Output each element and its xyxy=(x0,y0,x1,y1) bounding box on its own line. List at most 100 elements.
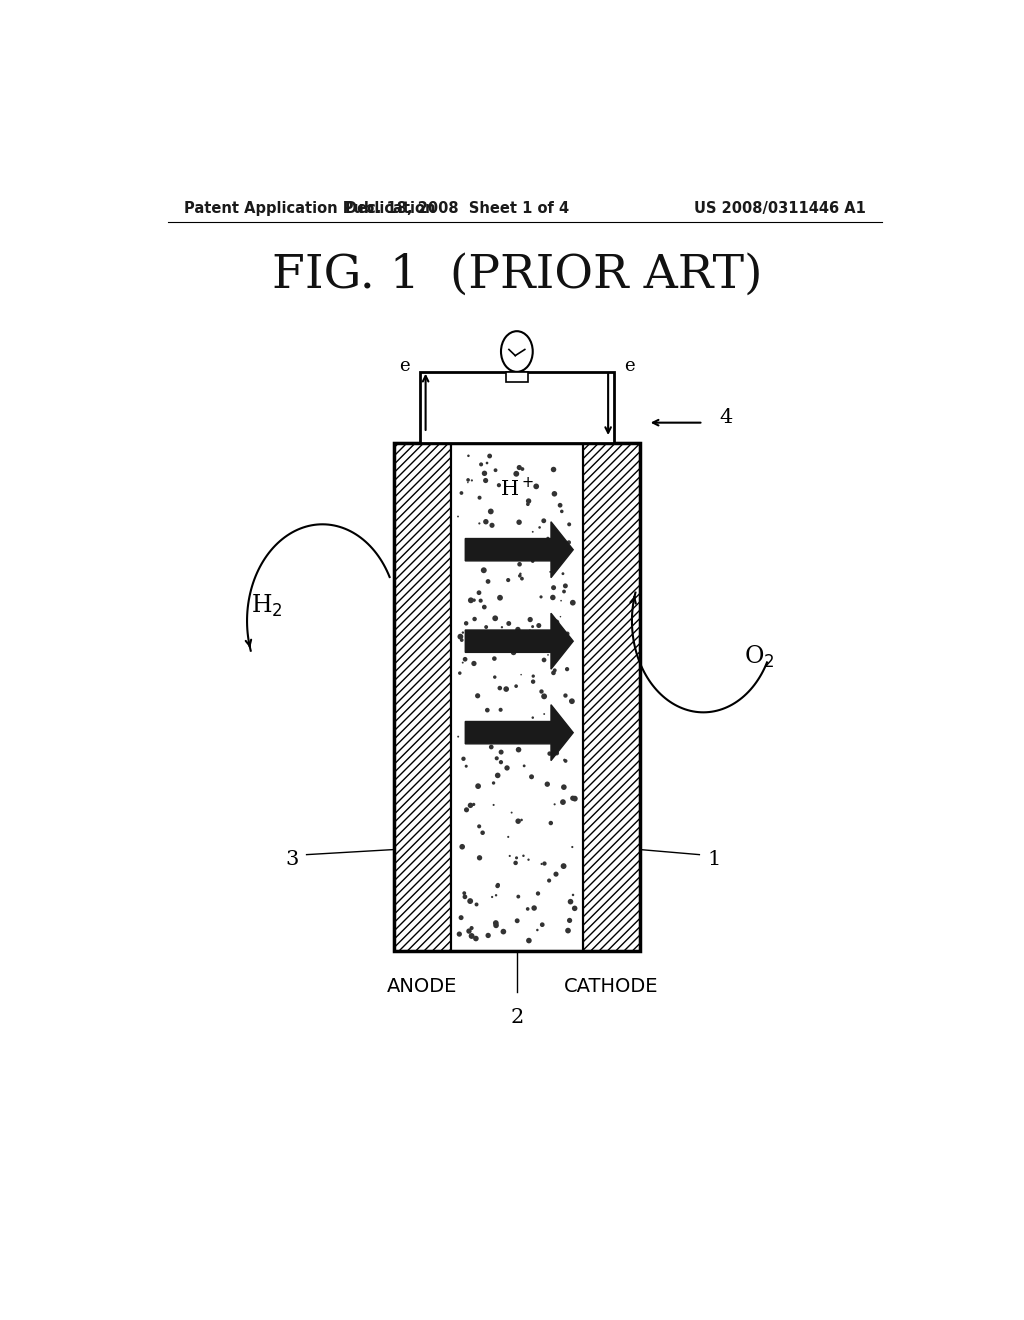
Point xyxy=(454,482,470,503)
Point xyxy=(520,491,537,512)
Point xyxy=(471,816,487,837)
Point xyxy=(510,619,526,640)
Point xyxy=(557,576,573,597)
Point xyxy=(454,836,470,857)
Point xyxy=(511,553,527,574)
Point xyxy=(530,615,547,636)
Point xyxy=(541,870,557,891)
Point xyxy=(527,537,544,558)
Point xyxy=(509,911,525,932)
Point xyxy=(511,457,527,478)
Text: 2: 2 xyxy=(510,1007,523,1027)
Point xyxy=(512,565,528,586)
Point xyxy=(457,886,473,907)
Point xyxy=(559,623,575,644)
Point xyxy=(453,907,469,928)
Point xyxy=(470,776,486,797)
Point xyxy=(464,470,480,491)
Point xyxy=(496,630,512,651)
Text: 4: 4 xyxy=(719,408,732,428)
Point xyxy=(536,649,552,671)
Point xyxy=(510,810,526,832)
Text: US 2008/0311446 A1: US 2008/0311446 A1 xyxy=(694,201,866,216)
Point xyxy=(516,755,532,776)
Point xyxy=(548,611,564,632)
Polygon shape xyxy=(583,444,640,952)
Point xyxy=(487,912,504,933)
Point xyxy=(536,511,552,532)
Point xyxy=(545,663,561,684)
Point xyxy=(559,659,575,680)
Point xyxy=(471,513,487,535)
Point xyxy=(501,612,517,634)
Point xyxy=(564,837,581,858)
Point xyxy=(490,475,507,496)
Point xyxy=(487,915,504,936)
Point xyxy=(549,743,565,764)
Point xyxy=(500,826,516,847)
Point xyxy=(534,681,550,702)
Point xyxy=(463,590,479,611)
Point xyxy=(456,748,472,770)
Point xyxy=(469,685,485,706)
Point xyxy=(478,536,495,557)
Point xyxy=(510,739,526,760)
Point xyxy=(521,931,538,952)
Point xyxy=(455,622,471,643)
Point xyxy=(483,737,500,758)
Point xyxy=(552,495,568,516)
Text: 1: 1 xyxy=(708,850,721,869)
Point xyxy=(481,445,498,466)
Point xyxy=(458,612,474,634)
Text: H$^+$: H$^+$ xyxy=(500,477,534,500)
Text: O$_2$: O$_2$ xyxy=(743,643,774,669)
Point xyxy=(508,463,524,484)
Point xyxy=(474,822,490,843)
Point xyxy=(450,726,466,747)
Point xyxy=(471,582,487,603)
Point xyxy=(454,630,470,651)
Point xyxy=(460,445,476,466)
Point xyxy=(468,894,484,915)
Point xyxy=(460,470,476,491)
Point xyxy=(464,925,480,946)
Point xyxy=(486,722,503,743)
Point xyxy=(565,884,582,906)
Text: ANODE: ANODE xyxy=(387,977,458,997)
Point xyxy=(513,664,529,685)
Text: e: e xyxy=(624,356,635,375)
Point xyxy=(472,590,488,611)
Point xyxy=(489,874,506,895)
Point xyxy=(487,459,504,480)
Point xyxy=(512,564,528,585)
Text: CATHODE: CATHODE xyxy=(564,977,658,997)
Point xyxy=(489,764,506,785)
Point xyxy=(466,793,482,814)
Point xyxy=(506,642,522,663)
Polygon shape xyxy=(506,372,528,381)
Point xyxy=(459,800,475,821)
Point xyxy=(547,793,563,814)
Point xyxy=(513,809,529,830)
Point xyxy=(502,845,518,866)
Point xyxy=(468,634,484,655)
Point xyxy=(489,875,506,896)
Point xyxy=(492,587,508,609)
Point xyxy=(478,616,495,638)
Point xyxy=(482,500,499,521)
Point xyxy=(553,590,569,611)
Point xyxy=(546,577,562,598)
Point xyxy=(486,648,503,669)
Polygon shape xyxy=(451,444,583,952)
Point xyxy=(535,915,551,936)
Point xyxy=(548,863,564,884)
Point xyxy=(450,506,466,527)
Point xyxy=(473,535,489,556)
Point xyxy=(468,928,484,949)
Point xyxy=(529,920,546,941)
Text: Patent Application Publication: Patent Application Publication xyxy=(183,201,435,216)
Point xyxy=(524,550,541,572)
Point xyxy=(463,541,479,562)
Point xyxy=(564,788,581,809)
Point xyxy=(476,541,493,562)
